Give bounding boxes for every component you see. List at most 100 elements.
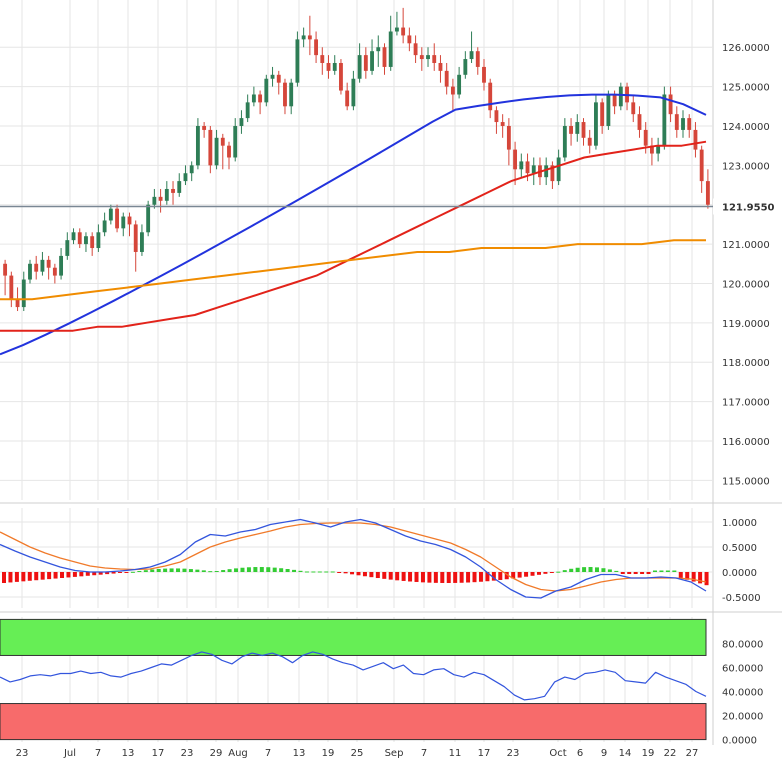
x-tick-label: 11 [449, 748, 462, 759]
macd-histogram-bar [549, 572, 554, 573]
candle-body [152, 196, 157, 205]
macd-histogram-bar [343, 572, 348, 574]
candle-body [21, 279, 26, 308]
macd-histogram-bar [130, 571, 135, 573]
macd-histogram-bar [362, 572, 367, 577]
macd-histogram-bar [253, 567, 258, 572]
candle-body [457, 74, 462, 95]
price-tick-label: 116.0000 [722, 437, 770, 448]
macd-tick-label: 0.0000 [722, 568, 757, 579]
macd-histogram-bar [498, 572, 503, 580]
macd-signal-line [0, 522, 707, 592]
sma-red-line [0, 140, 707, 332]
sma-blue-line [0, 93, 707, 356]
candle-body [301, 35, 306, 40]
candle-body [71, 232, 76, 241]
candle-body [413, 43, 418, 56]
macd-histogram-bar [105, 572, 110, 575]
candle-body [581, 122, 586, 138]
candle-body [438, 62, 443, 71]
candle-body [276, 74, 281, 83]
macd-histogram-bar [21, 572, 26, 582]
candle-body [146, 204, 151, 233]
price-tick-label: 118.0000 [722, 358, 770, 369]
candle-body [469, 51, 474, 60]
macd-histogram-bar [137, 570, 142, 572]
candle-body [376, 47, 381, 52]
macd-histogram-bar [459, 572, 464, 583]
macd-histogram-bar [156, 568, 161, 572]
price-tick-label: 120.0000 [722, 279, 770, 290]
x-tick-label: 7 [265, 748, 271, 759]
candle-body [687, 118, 692, 130]
x-tick-label: Jul [63, 748, 76, 759]
x-tick-label: 13 [293, 748, 306, 759]
candle-body [618, 86, 623, 107]
macd-histogram-bar [8, 572, 13, 583]
x-tick-label: 23 [16, 748, 29, 759]
x-tick-label: Oct [549, 748, 566, 759]
macd-histogram-bar [517, 572, 522, 578]
macd-histogram-bar [543, 572, 548, 574]
macd-histogram-bar [259, 567, 264, 572]
macd-histogram-bar [466, 572, 471, 583]
candle-body [183, 173, 188, 182]
macd-histogram-bar [569, 568, 574, 572]
macd-histogram-bar [150, 569, 155, 572]
candle-body [96, 232, 101, 249]
candle-body [65, 240, 70, 256]
candle-body [382, 47, 387, 67]
x-tick-label: 7 [95, 748, 101, 759]
candle-body [370, 51, 374, 71]
x-tick-label: 27 [686, 748, 699, 759]
macd-histogram-bar [337, 572, 342, 573]
rsi-tick-label: 60.0000 [722, 663, 763, 674]
macd-histogram-bar [350, 572, 355, 575]
macd-histogram-bar [698, 572, 703, 584]
macd-histogram-bar [478, 572, 483, 582]
candle-body [426, 55, 430, 60]
candle-body [127, 216, 132, 225]
macd-histogram-bar [188, 569, 193, 572]
macd-histogram-bar [659, 570, 664, 572]
macd-histogram-bar [34, 572, 39, 581]
macd-histogram-bar [143, 570, 148, 572]
candle-body [363, 55, 368, 71]
candle-body [171, 188, 175, 193]
x-tick-label: 25 [351, 748, 364, 759]
candle-body [668, 94, 673, 115]
candle-body [351, 78, 356, 107]
x-tick-label: 6 [577, 748, 583, 759]
candle-body [90, 236, 95, 249]
candle-body [59, 255, 64, 276]
last-price-label: 121.9550 [722, 202, 775, 213]
macd-histogram-bar [485, 572, 490, 582]
price-tick-label: 126.0000 [722, 43, 770, 54]
macd-histogram-bar [176, 568, 181, 572]
candle-body [307, 35, 312, 40]
macd-histogram-bar [163, 568, 168, 572]
macd-histogram-bar [401, 572, 406, 581]
candle-body [357, 55, 362, 79]
candle-body [227, 145, 231, 158]
candle-body [295, 39, 300, 83]
macd-histogram-bar [678, 572, 683, 578]
candle-body [488, 82, 493, 111]
candle-body [320, 55, 325, 63]
candle-body [77, 232, 82, 245]
macd-histogram-bar [240, 567, 245, 572]
candle-body [550, 165, 555, 182]
candle-body [506, 125, 511, 150]
macd-histogram-bar [524, 572, 529, 577]
rsi-overbought-zone [0, 618, 707, 656]
macd-histogram-bar [594, 567, 599, 572]
macd-histogram-bar [330, 571, 335, 573]
macd-histogram-bar [556, 571, 561, 573]
macd-histogram-bar [588, 567, 593, 572]
macd-histogram-bar [272, 567, 277, 572]
candle-body [693, 129, 698, 150]
macd-histogram-bar [27, 572, 32, 581]
macd-histogram-bar [227, 569, 232, 572]
macd-histogram-bar [317, 571, 322, 573]
